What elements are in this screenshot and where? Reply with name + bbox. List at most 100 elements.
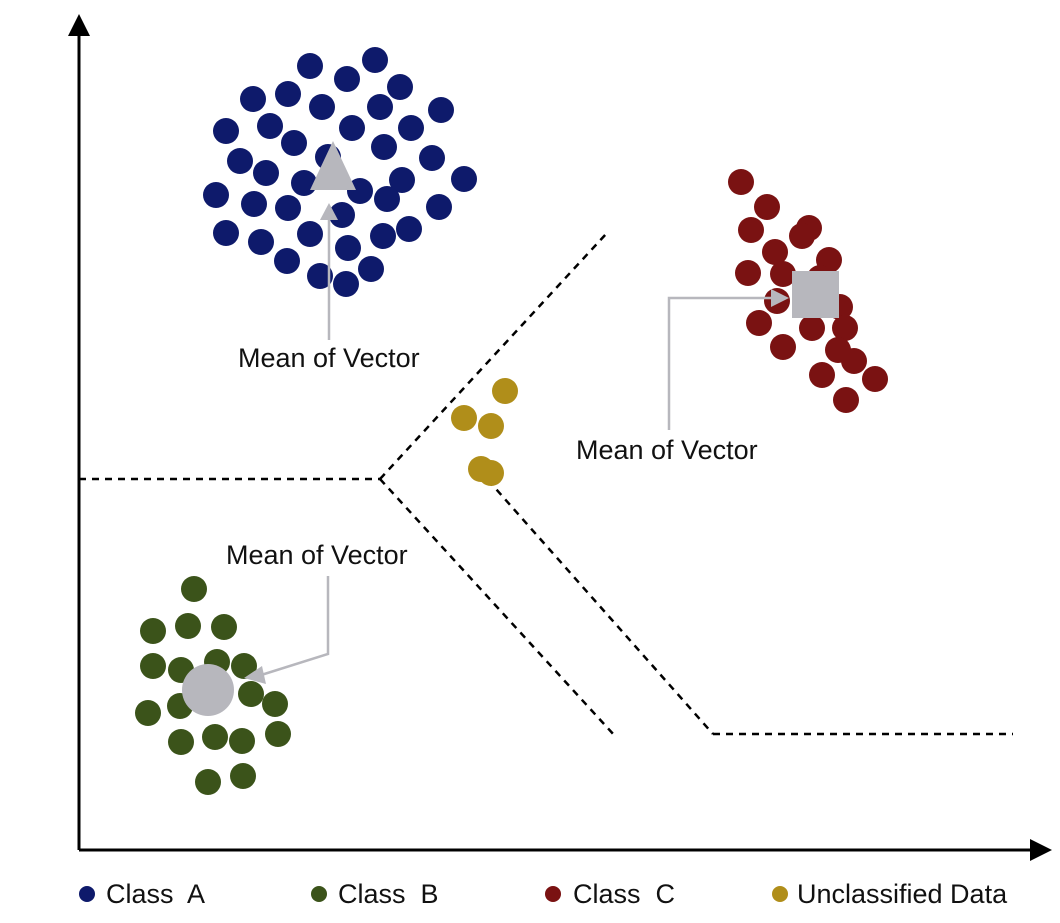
- class-a-cluster: [203, 47, 477, 297]
- class-c-point: [809, 362, 835, 388]
- class-a-point: [329, 202, 355, 228]
- class-a-point: [241, 191, 267, 217]
- class-c-mean-square-icon: [792, 271, 839, 318]
- legend-class-c-dot-icon: [545, 886, 561, 902]
- class-b-point: [140, 618, 166, 644]
- class-a-point: [297, 221, 323, 247]
- unclassified-point: [478, 413, 504, 439]
- class-b-point: [168, 729, 194, 755]
- class-a-point: [203, 182, 229, 208]
- class-c-point: [735, 260, 761, 286]
- class-b-point: [230, 763, 256, 789]
- class-a-point: [389, 167, 415, 193]
- class-a-point: [333, 271, 359, 297]
- class-c-point: [728, 169, 754, 195]
- class-a-point: [358, 256, 384, 282]
- axes: [68, 14, 1052, 861]
- class-c-callout-label: Mean of Vector: [576, 435, 758, 465]
- class-a-point: [275, 81, 301, 107]
- class-b-point: [262, 691, 288, 717]
- decision-boundaries: [79, 233, 1013, 737]
- class-a-point: [426, 194, 452, 220]
- class-a-point: [387, 74, 413, 100]
- class-a-point: [307, 263, 333, 289]
- class-c-point: [762, 239, 788, 265]
- class-a-point: [428, 97, 454, 123]
- class-c-point: [862, 366, 888, 392]
- y-axis-arrow-icon: [68, 14, 90, 36]
- class-a-point: [291, 170, 317, 196]
- class-b-point: [181, 576, 207, 602]
- class-a-point: [281, 130, 307, 156]
- class-b-point: [135, 700, 161, 726]
- class-a-point: [213, 220, 239, 246]
- class-a-point: [227, 148, 253, 174]
- class-b-point: [211, 614, 237, 640]
- class-a-point: [339, 115, 365, 141]
- class-c-point: [770, 334, 796, 360]
- class-c-callout-arrowhead-icon: [771, 289, 789, 307]
- class-b-point: [175, 613, 201, 639]
- class-a-point: [275, 195, 301, 221]
- class-b-callout-line: [257, 576, 330, 678]
- class-a-point: [257, 113, 283, 139]
- class-c-point: [746, 310, 772, 336]
- class-a-point: [374, 186, 400, 212]
- class-a-point: [371, 134, 397, 160]
- legend-class-a-label: Class A: [106, 879, 205, 909]
- class-c-point: [833, 387, 859, 413]
- unclassified-cluster: [451, 378, 518, 486]
- class-b-point: [195, 769, 221, 795]
- class-a-point: [396, 216, 422, 242]
- class-a-point: [297, 53, 323, 79]
- legend: Class A Class B Class C Unclassified Dat…: [79, 879, 1008, 909]
- class-a-point: [398, 115, 424, 141]
- class-c-callout-line: [667, 296, 775, 430]
- class-a-point: [370, 223, 396, 249]
- legend-class-c-label: Class C: [573, 879, 675, 909]
- class-c-point: [789, 223, 815, 249]
- class-b-point: [229, 728, 255, 754]
- class-a-point: [451, 166, 477, 192]
- class-c-point: [841, 348, 867, 374]
- class-c-point: [754, 194, 780, 220]
- callout-arrows: [257, 218, 775, 678]
- class-a-point: [240, 86, 266, 112]
- legend-class-a-dot-icon: [79, 886, 95, 902]
- class-a-point: [362, 47, 388, 73]
- class-a-point: [248, 229, 274, 255]
- class-c-point: [799, 315, 825, 341]
- legend-unclassified-label: Unclassified Data: [797, 879, 1008, 909]
- class-a-callout-label: Mean of Vector: [238, 343, 420, 373]
- class-a-point: [309, 94, 335, 120]
- x-axis-arrow-icon: [1030, 839, 1052, 861]
- boundary-left-lower-diagonal: [379, 478, 616, 737]
- class-b-point: [140, 653, 166, 679]
- boundary-right-lower-diagonal: [487, 479, 714, 735]
- class-a-point: [274, 248, 300, 274]
- unclassified-point: [478, 460, 504, 486]
- class-c-point: [738, 217, 764, 243]
- legend-class-b-label: Class B: [338, 879, 439, 909]
- unclassified-point: [451, 405, 477, 431]
- class-a-callout-arrowhead-icon: [320, 203, 338, 220]
- legend-class-b-dot-icon: [311, 886, 327, 902]
- class-b-point: [231, 653, 257, 679]
- class-b-callout-arrowhead-icon: [244, 666, 266, 684]
- class-a-point: [213, 118, 239, 144]
- class-c-point: [770, 261, 796, 287]
- class-a-point: [335, 235, 361, 261]
- unclassified-point: [492, 378, 518, 404]
- class-a-point: [347, 178, 373, 204]
- class-a-point: [334, 66, 360, 92]
- class-b-point: [265, 721, 291, 747]
- legend-unclassified-dot-icon: [772, 886, 788, 902]
- class-a-mean-triangle-icon: [310, 141, 356, 190]
- class-a-point: [419, 145, 445, 171]
- class-a-point: [367, 94, 393, 120]
- class-b-point: [238, 681, 264, 707]
- class-b-mean-circle-icon: [182, 664, 234, 716]
- class-a-point: [253, 160, 279, 186]
- class-b-callout-label: Mean of Vector: [226, 540, 408, 570]
